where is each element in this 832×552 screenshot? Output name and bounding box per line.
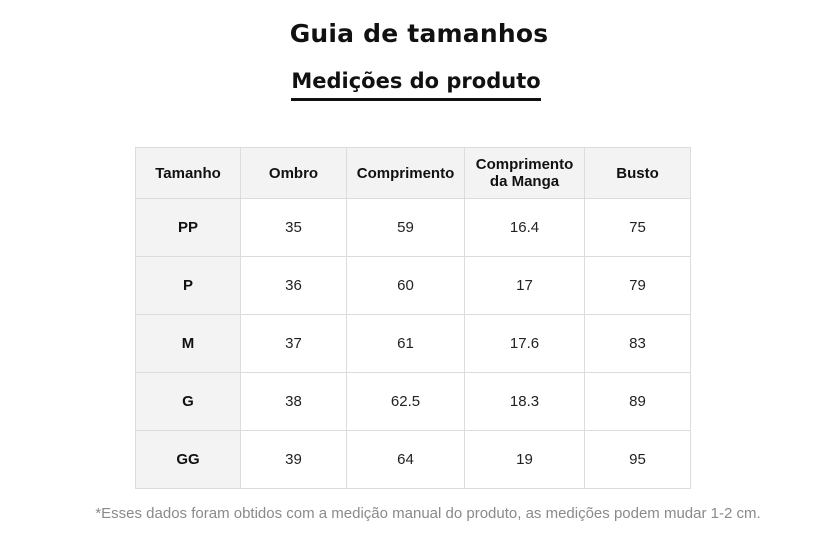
cell-comprimento: 64 xyxy=(346,430,465,489)
cell-ombro: 35 xyxy=(240,198,347,257)
table-row: PP 35 59 16.4 75 xyxy=(135,198,691,257)
header-busto: Busto xyxy=(584,147,691,199)
cell-comprimento-manga: 19 xyxy=(464,430,585,489)
cell-comprimento: 60 xyxy=(346,256,465,315)
cell-comprimento: 59 xyxy=(346,198,465,257)
cell-comprimento-manga: 18.3 xyxy=(464,372,585,431)
table-row: P 36 60 17 79 xyxy=(135,256,691,315)
header-row: Tamanho Ombro Comprimento Comprimento da… xyxy=(135,147,691,199)
page-title: Guia de tamanhos xyxy=(289,19,549,48)
cell-comprimento: 61 xyxy=(346,314,465,373)
cell-ombro: 38 xyxy=(240,372,347,431)
table-row: GG 39 64 19 95 xyxy=(135,430,691,489)
cell-comprimento: 62.5 xyxy=(346,372,465,431)
header-ombro: Ombro xyxy=(240,147,347,199)
page-subtitle: Medições do produto xyxy=(291,66,541,101)
cell-comprimento-manga: 16.4 xyxy=(464,198,585,257)
table-body: PP 35 59 16.4 75 P 36 60 17 79 M 37 61 1… xyxy=(135,198,691,489)
size-label: PP xyxy=(135,198,241,257)
cell-comprimento-manga: 17 xyxy=(464,256,585,315)
size-label: M xyxy=(135,314,241,373)
cell-busto: 79 xyxy=(584,256,691,315)
cell-busto: 75 xyxy=(584,198,691,257)
cell-ombro: 37 xyxy=(240,314,347,373)
header-comprimento: Comprimento xyxy=(346,147,465,199)
size-label: G xyxy=(135,372,241,431)
size-label: P xyxy=(135,256,241,315)
disclaimer-note: *Esses dados foram obtidos com a medição… xyxy=(95,505,761,522)
size-table: Tamanho Ombro Comprimento Comprimento da… xyxy=(135,147,691,489)
cell-comprimento-manga: 17.6 xyxy=(464,314,585,373)
table-row: G 38 62.5 18.3 89 xyxy=(135,372,691,431)
cell-busto: 83 xyxy=(584,314,691,373)
subtitle-container: Medições do produto xyxy=(0,66,832,101)
cell-ombro: 39 xyxy=(240,430,347,489)
table-header: Tamanho Ombro Comprimento Comprimento da… xyxy=(135,147,691,199)
table-row: M 37 61 17.6 83 xyxy=(135,314,691,373)
cell-busto: 95 xyxy=(584,430,691,489)
size-label: GG xyxy=(135,430,241,489)
cell-ombro: 36 xyxy=(240,256,347,315)
header-tamanho: Tamanho xyxy=(135,147,241,199)
header-comprimento-manga: Comprimento da Manga xyxy=(464,147,585,199)
cell-busto: 89 xyxy=(584,372,691,431)
